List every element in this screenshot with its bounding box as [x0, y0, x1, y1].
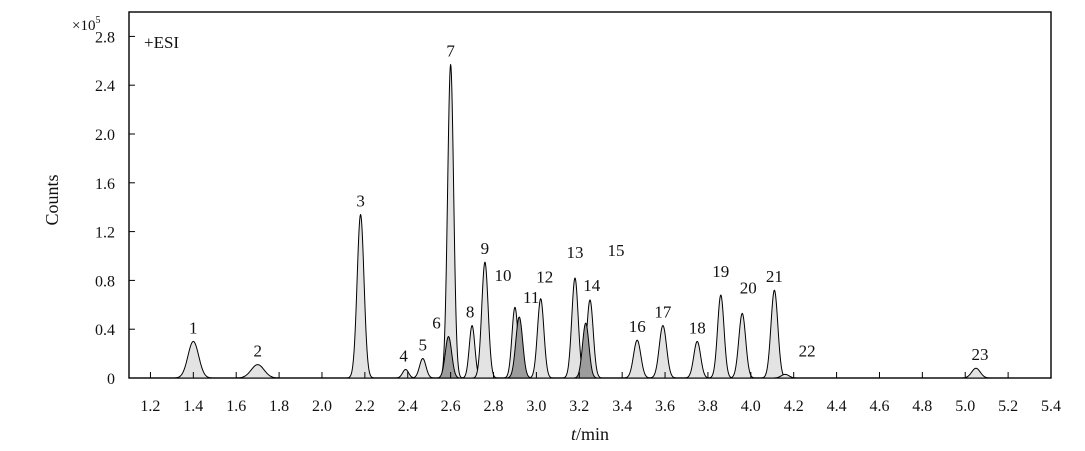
peak-label-16: 16	[629, 317, 646, 336]
peak-label-2: 2	[253, 342, 262, 361]
ion-mode-annotation: +ESI	[144, 33, 179, 52]
x-tick-label: 1.8	[269, 398, 289, 415]
peak-14	[572, 322, 600, 379]
x-tick-label: 4.4	[827, 398, 847, 415]
x-tick-label: 4.0	[741, 398, 761, 415]
x-tick-label: 1.6	[226, 398, 246, 415]
x-tick-label: 2.4	[398, 398, 418, 415]
peak-2	[231, 364, 284, 379]
y-multiplier: ×105	[72, 15, 100, 34]
peak-12	[527, 298, 555, 379]
peak-label-11: 11	[523, 288, 539, 307]
peak-label-18: 18	[689, 318, 706, 337]
peaks-layer	[171, 63, 994, 379]
peak-label-8: 8	[466, 303, 475, 322]
peak-label-13: 13	[567, 243, 584, 262]
y-tick-label: 1.6	[95, 176, 115, 193]
y-tick-label: 2.8	[95, 29, 115, 46]
peak-label-17: 17	[654, 303, 672, 322]
peak-18	[682, 340, 712, 379]
peak-label-14: 14	[583, 276, 601, 295]
x-tick-label: 1.2	[140, 398, 160, 415]
peak-label-1: 1	[189, 318, 198, 337]
peak-11	[505, 316, 534, 379]
peak-7	[438, 63, 464, 379]
peak-9	[471, 261, 499, 379]
y-tick-label: 1.2	[95, 225, 115, 242]
x-tick-label: 5.2	[998, 398, 1018, 415]
peak-label-12: 12	[536, 268, 553, 287]
x-tick-label: 3.0	[526, 398, 546, 415]
x-tick-label: 2.2	[355, 398, 375, 415]
x-tick-label: 3.6	[655, 398, 675, 415]
x-tick-label: 2.6	[441, 398, 461, 415]
peak-1	[171, 340, 216, 379]
peak-5	[409, 357, 437, 379]
peak-label-23: 23	[972, 345, 989, 364]
peak-19	[707, 294, 735, 379]
peak-label-20: 20	[740, 278, 757, 297]
peak-label-4: 4	[399, 347, 408, 366]
x-tick-label: 2.8	[484, 398, 504, 415]
peak-21	[760, 289, 789, 379]
y-tick-label: 0	[107, 371, 115, 388]
x-tick-label: 4.2	[784, 398, 804, 415]
x-axis-label: t/min	[571, 424, 609, 444]
x-tick-label: 2.0	[312, 398, 332, 415]
peak-6	[435, 336, 462, 379]
peak-label-21: 21	[766, 267, 783, 286]
peak-label-3: 3	[356, 192, 365, 211]
peak-3	[346, 214, 375, 379]
peak-17	[647, 325, 678, 379]
peak-23	[958, 367, 994, 379]
x-tick-label: 4.6	[870, 398, 890, 415]
peak-label-10: 10	[495, 266, 512, 285]
peak-label-22: 22	[799, 341, 816, 360]
y-tick-label: 2.4	[95, 78, 115, 95]
peak-label-19: 19	[712, 262, 729, 281]
peak-4	[393, 368, 419, 379]
peak-22	[769, 373, 802, 379]
peak-label-5: 5	[419, 336, 428, 355]
x-tick-label: 5.0	[955, 398, 975, 415]
ticks-layer: 1.2 1.4 1.6 1.8 2.0 2.2 2.4 2.6 2.8 3.0 3.2 3.4 3.6 3…	[95, 29, 1061, 415]
x-tick-label: 3.2	[569, 398, 589, 415]
x-tick-label: 3.8	[698, 398, 718, 415]
y-tick-label: 2.0	[95, 127, 115, 144]
peak-label-7: 7	[446, 42, 455, 61]
x-tick-label: 5.4	[1041, 398, 1061, 415]
x-tick-label: 1.4	[183, 398, 203, 415]
peak-label-15: 15	[608, 241, 625, 260]
peak-label-9: 9	[481, 239, 490, 258]
x-tick-label: 3.4	[612, 398, 632, 415]
peak-16	[622, 339, 653, 379]
peak-label-6: 6	[432, 314, 441, 333]
peak-20	[728, 312, 757, 379]
x-tick-label: 4.8	[912, 398, 932, 415]
y-axis-label: Counts	[42, 174, 62, 225]
y-tick-label: 0.8	[95, 273, 115, 290]
y-tick-label: 0.4	[95, 322, 115, 339]
